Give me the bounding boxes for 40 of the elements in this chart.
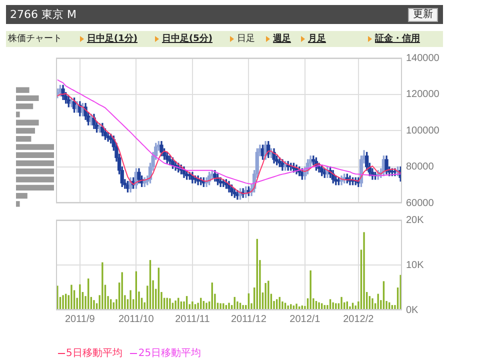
text: 月足 (308, 34, 326, 44)
text: 株価チャート (8, 34, 62, 44)
y-tick-label: 140000 (406, 52, 440, 64)
bar (16, 128, 35, 134)
bar (16, 112, 20, 118)
y-tick-label: 80000 (406, 162, 434, 172)
text: 日中足(1分) (87, 34, 138, 44)
text: 日中足(5分) (162, 34, 212, 44)
x-tick-label: 2011/11 (175, 314, 210, 325)
text: 証金・信用 (375, 34, 420, 44)
x-tick-label: 2011/9 (64, 314, 96, 325)
x-tick-label: 2012/2 (343, 314, 374, 325)
y-tick-label: 60000 (406, 198, 434, 209)
bar (16, 184, 54, 191)
legend-label: 5日移動平均 (66, 348, 122, 359)
y-tick-label: 20K (406, 214, 424, 226)
text: 更新 (408, 8, 438, 22)
bar (16, 120, 39, 126)
bar (16, 144, 54, 150)
bar (16, 136, 32, 142)
legend-label: 25日移動平均 (138, 348, 202, 359)
bar (16, 95, 39, 102)
y-tick-label: 100000 (406, 125, 440, 136)
chart-title: 2766 東京 M (10, 7, 76, 23)
x-tick-label: 2012/1 (290, 314, 321, 325)
bar (16, 160, 54, 166)
bar (16, 201, 20, 207)
bar (16, 152, 54, 158)
x-tick-label: 2011/10 (118, 314, 154, 325)
bar (16, 176, 54, 182)
text: 日足 (237, 34, 255, 44)
x-tick-label: 2011/12 (230, 314, 267, 325)
y-tick-label: 120000 (406, 89, 440, 100)
bar (16, 103, 34, 110)
bar (16, 168, 54, 174)
y-tick-label: 10K (406, 260, 424, 271)
y-tick-label: 0K (406, 304, 419, 316)
bar (16, 87, 30, 93)
text: 週足 (273, 34, 291, 44)
bar (16, 192, 28, 199)
